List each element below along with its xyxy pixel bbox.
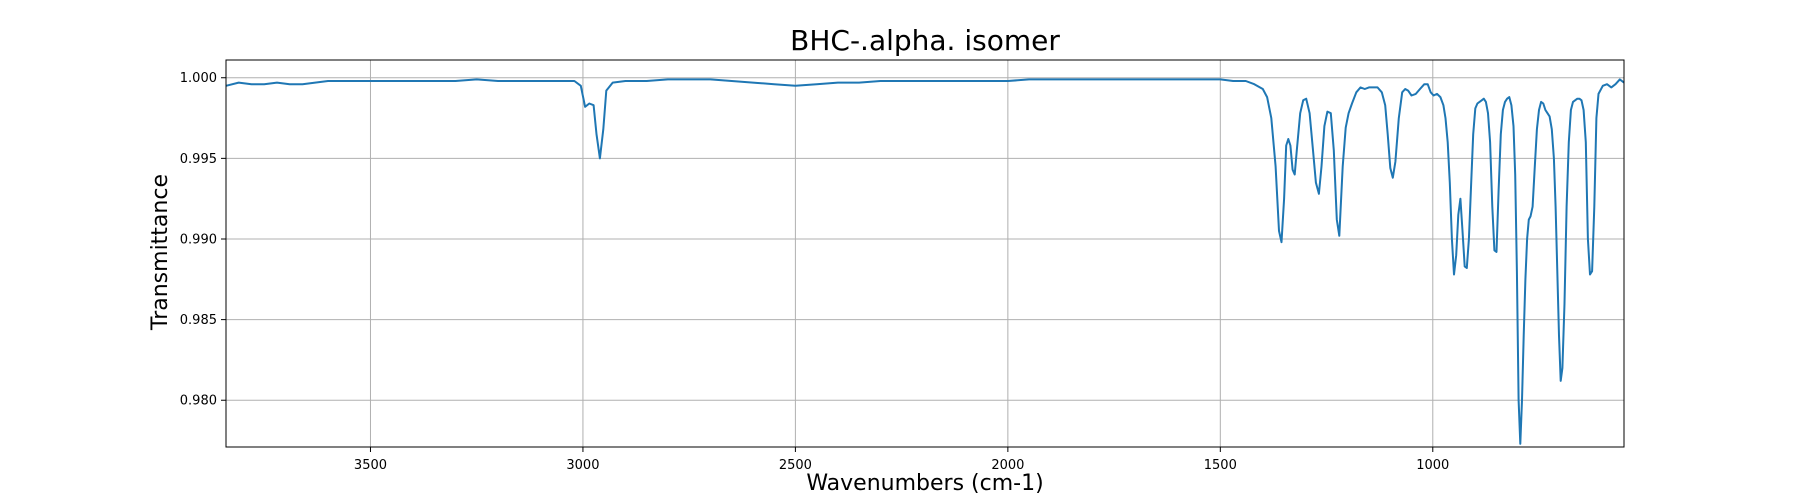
- chart-title: BHC-.alpha. isomer: [790, 24, 1060, 57]
- x-tick-label: 1000: [1416, 458, 1449, 473]
- x-tick-label: 2500: [779, 458, 812, 473]
- y-tick-label: 0.980: [180, 394, 217, 409]
- y-axis: 0.980 0.985 0.990 0.995 1.000: [180, 71, 226, 409]
- y-tick-label: 0.990: [180, 232, 217, 247]
- grid-lines: [226, 60, 1624, 447]
- spectrum-line: [225, 78, 1625, 445]
- series-layer: [225, 78, 1625, 445]
- plot-frame: [225, 59, 1625, 448]
- y-tick-label: 0.995: [180, 152, 217, 167]
- y-axis-title: Transmittance: [148, 174, 173, 331]
- x-tick-label: 1500: [1204, 458, 1237, 473]
- y-tick-label: 1.000: [180, 71, 217, 86]
- x-tick-label: 3500: [354, 458, 387, 473]
- x-axis-title: Wavenumbers (cm-1): [806, 471, 1043, 496]
- x-axis: 3500 3000 2500 2000 1500 1000: [354, 447, 1449, 473]
- x-tick-label: 2000: [991, 458, 1024, 473]
- y-tick-label: 0.985: [180, 313, 217, 328]
- x-tick-label: 3000: [566, 458, 599, 473]
